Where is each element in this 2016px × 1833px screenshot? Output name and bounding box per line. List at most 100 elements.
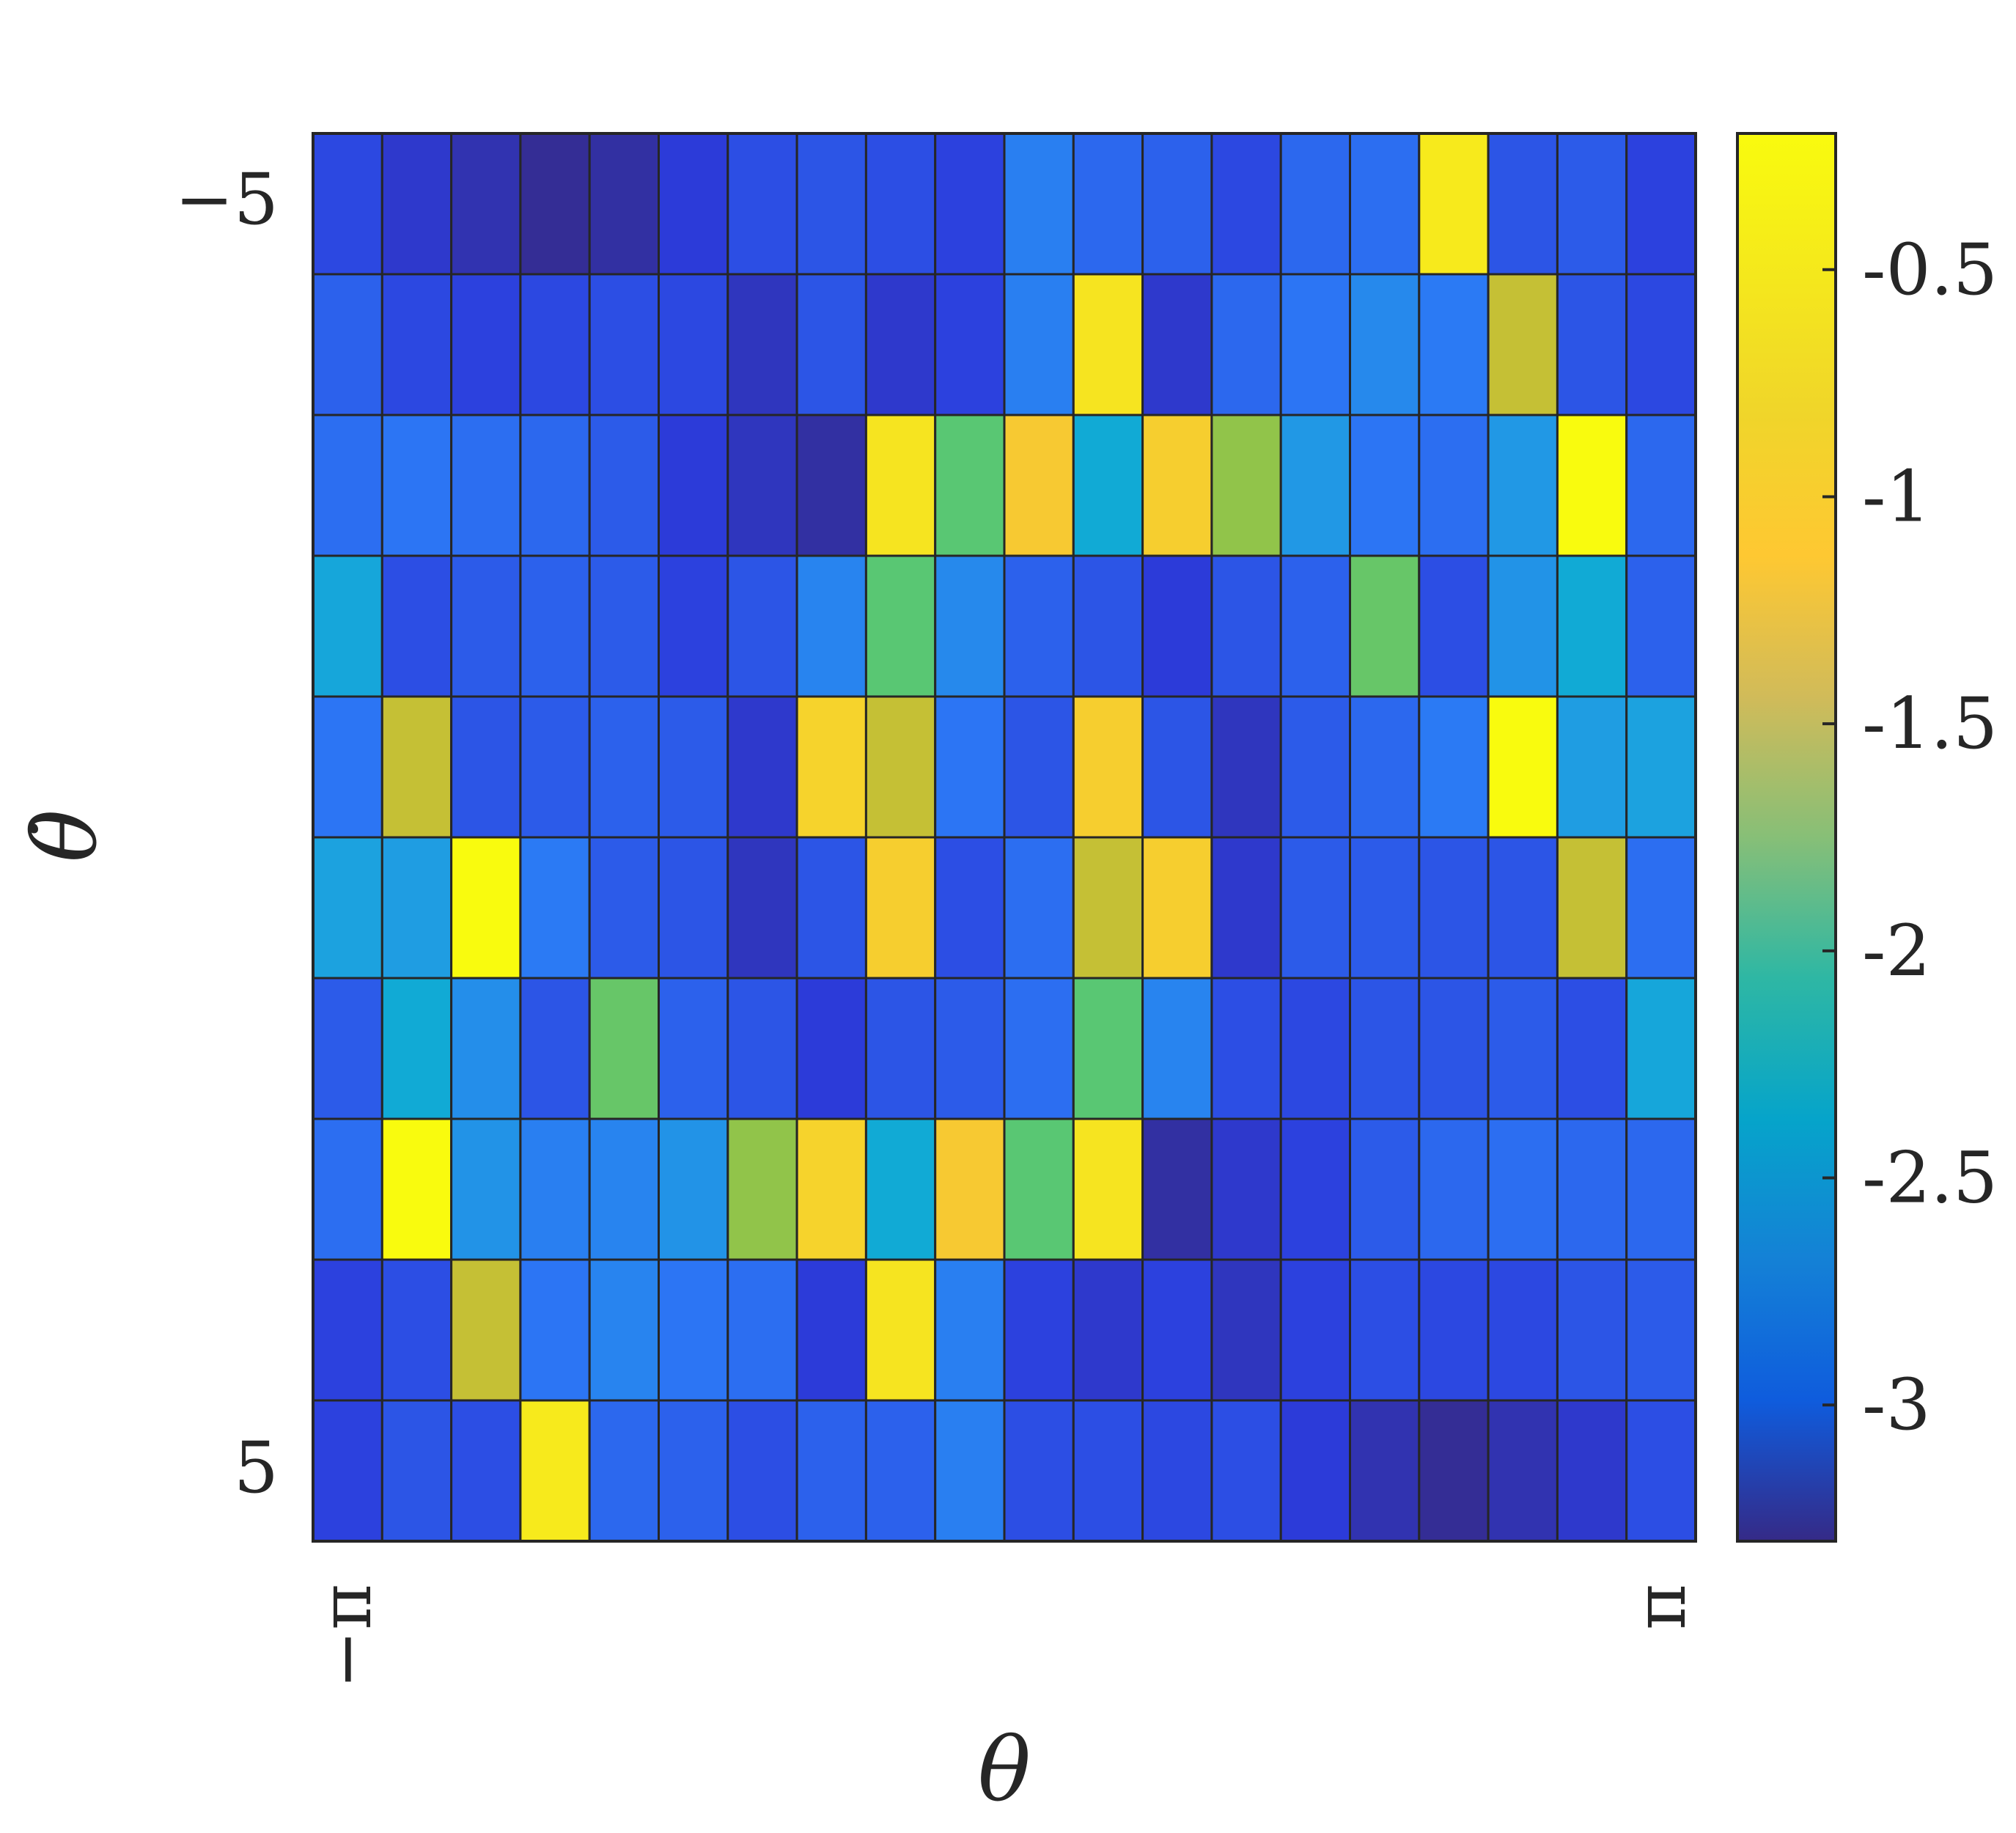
heatmap-cell xyxy=(1487,414,1559,557)
heatmap-cell xyxy=(1418,273,1490,416)
heatmap-cell xyxy=(1279,977,1351,1120)
heatmap-cell xyxy=(1625,132,1697,276)
heatmap-cell xyxy=(658,554,729,698)
heatmap-cell xyxy=(1141,1258,1213,1402)
heatmap-cell xyxy=(312,132,383,276)
x-tick-label-left: −π xyxy=(305,1584,387,1689)
heatmap-cell xyxy=(1556,273,1628,416)
heatmap-cell xyxy=(1418,132,1490,276)
heatmap-cell xyxy=(1418,1117,1490,1261)
heatmap-cell xyxy=(588,1258,661,1402)
heatmap-cell xyxy=(1072,554,1144,698)
heatmap-cell xyxy=(450,1117,522,1261)
heatmap-cell xyxy=(658,1258,729,1402)
heatmap-cell xyxy=(1003,1258,1075,1402)
heatmap-cell xyxy=(726,132,798,276)
heatmap-cell xyxy=(450,695,522,839)
heatmap-cell xyxy=(1556,1258,1628,1402)
colorbar-tick-label: -1.5 xyxy=(1862,683,1998,765)
heatmap-cell xyxy=(1556,1399,1628,1543)
heatmap-cell xyxy=(726,414,798,557)
heatmap-cell xyxy=(1556,132,1628,276)
heatmap-cell xyxy=(1210,1258,1282,1402)
heatmap-cell xyxy=(588,414,661,557)
heatmap-cell xyxy=(1279,1258,1351,1402)
heatmap-cell xyxy=(1141,836,1213,980)
heatmap-cell xyxy=(519,695,591,839)
heatmap-cell xyxy=(795,132,867,276)
heatmap-cell xyxy=(934,554,1006,698)
heatmap-cell xyxy=(312,1399,383,1543)
heatmap-cell xyxy=(1003,1399,1075,1543)
heatmap-cell xyxy=(1003,273,1075,416)
heatmap-cell xyxy=(1556,695,1628,839)
heatmap-cell xyxy=(864,836,937,980)
heatmap-cell xyxy=(658,414,729,557)
heatmap-cell xyxy=(1349,414,1421,557)
heatmap-cell xyxy=(312,1117,383,1261)
heatmap-cell xyxy=(380,132,453,276)
heatmap-cells xyxy=(312,132,1697,1543)
heatmap-cell xyxy=(1625,1258,1697,1402)
y-axis-label: θ̇ xyxy=(15,809,117,862)
heatmap-cell xyxy=(1072,836,1144,980)
heatmap-cell xyxy=(1279,1117,1351,1261)
heatmap-cell xyxy=(380,695,453,839)
heatmap-cell xyxy=(380,977,453,1120)
heatmap-cell xyxy=(934,977,1006,1120)
heatmap-cell xyxy=(1487,1117,1559,1261)
heatmap-cell xyxy=(1072,1258,1144,1402)
heatmap-cell xyxy=(1625,836,1697,980)
heatmap-cell xyxy=(1210,695,1282,839)
heatmap-cell xyxy=(1003,977,1075,1120)
heatmap-cell xyxy=(450,554,522,698)
heatmap-cell xyxy=(795,1399,867,1543)
heatmap-cell xyxy=(864,273,937,416)
heatmap-cell xyxy=(1487,132,1559,276)
heatmap-cell xyxy=(450,1258,522,1402)
heatmap-cell xyxy=(1072,132,1144,276)
heatmap-cell xyxy=(1279,836,1351,980)
heatmap-cell xyxy=(380,1258,453,1402)
heatmap-cell xyxy=(1279,554,1351,698)
heatmap-cell xyxy=(795,977,867,1120)
heatmap-cell xyxy=(1141,273,1213,416)
heatmap-cell xyxy=(1556,554,1628,698)
heatmap-cell xyxy=(1141,554,1213,698)
heatmap-cell xyxy=(1556,414,1628,557)
heatmap-cell xyxy=(1072,1399,1144,1543)
heatmap-cell xyxy=(1210,1399,1282,1543)
heatmap-cell xyxy=(519,132,591,276)
heatmap-cell xyxy=(864,554,937,698)
heatmap-cell xyxy=(519,273,591,416)
heatmap-cell xyxy=(380,1399,453,1543)
heatmap-cell xyxy=(1487,695,1559,839)
y-tick-label-top: −5 xyxy=(174,158,279,240)
x-tick-label-right: π xyxy=(1619,1584,1702,1630)
heatmap-cell xyxy=(1003,836,1075,980)
x-axis: −π π xyxy=(305,1584,1702,1689)
colorbar-gradient xyxy=(1736,132,1837,1543)
colorbar-tick-label: -2 xyxy=(1862,910,1931,992)
heatmap-cell xyxy=(934,273,1006,416)
heatmap-cell xyxy=(1210,1117,1282,1261)
heatmap-cell xyxy=(380,273,453,416)
y-tick-label-bottom: 5 xyxy=(234,1427,279,1509)
heatmap-cell xyxy=(380,836,453,980)
heatmap-cell xyxy=(1279,1399,1351,1543)
heatmap-cell xyxy=(1418,1258,1490,1402)
heatmap-cell xyxy=(1072,695,1144,839)
heatmap-cell xyxy=(312,836,383,980)
heatmap-cell xyxy=(1625,1399,1697,1543)
heatmap-cell xyxy=(588,836,661,980)
heatmap-cell xyxy=(726,1258,798,1402)
colorbar-tick-label: -2.5 xyxy=(1862,1137,1998,1219)
heatmap-cell xyxy=(658,273,729,416)
heatmap-cell xyxy=(312,977,383,1120)
heatmap-cell xyxy=(795,1258,867,1402)
heatmap-cell xyxy=(726,554,798,698)
heatmap-cell xyxy=(795,273,867,416)
heatmap-cell xyxy=(1279,273,1351,416)
colorbar-ticks: -0.5 -1 -1.5 -2 -2.5 -3 xyxy=(1822,229,1998,1446)
